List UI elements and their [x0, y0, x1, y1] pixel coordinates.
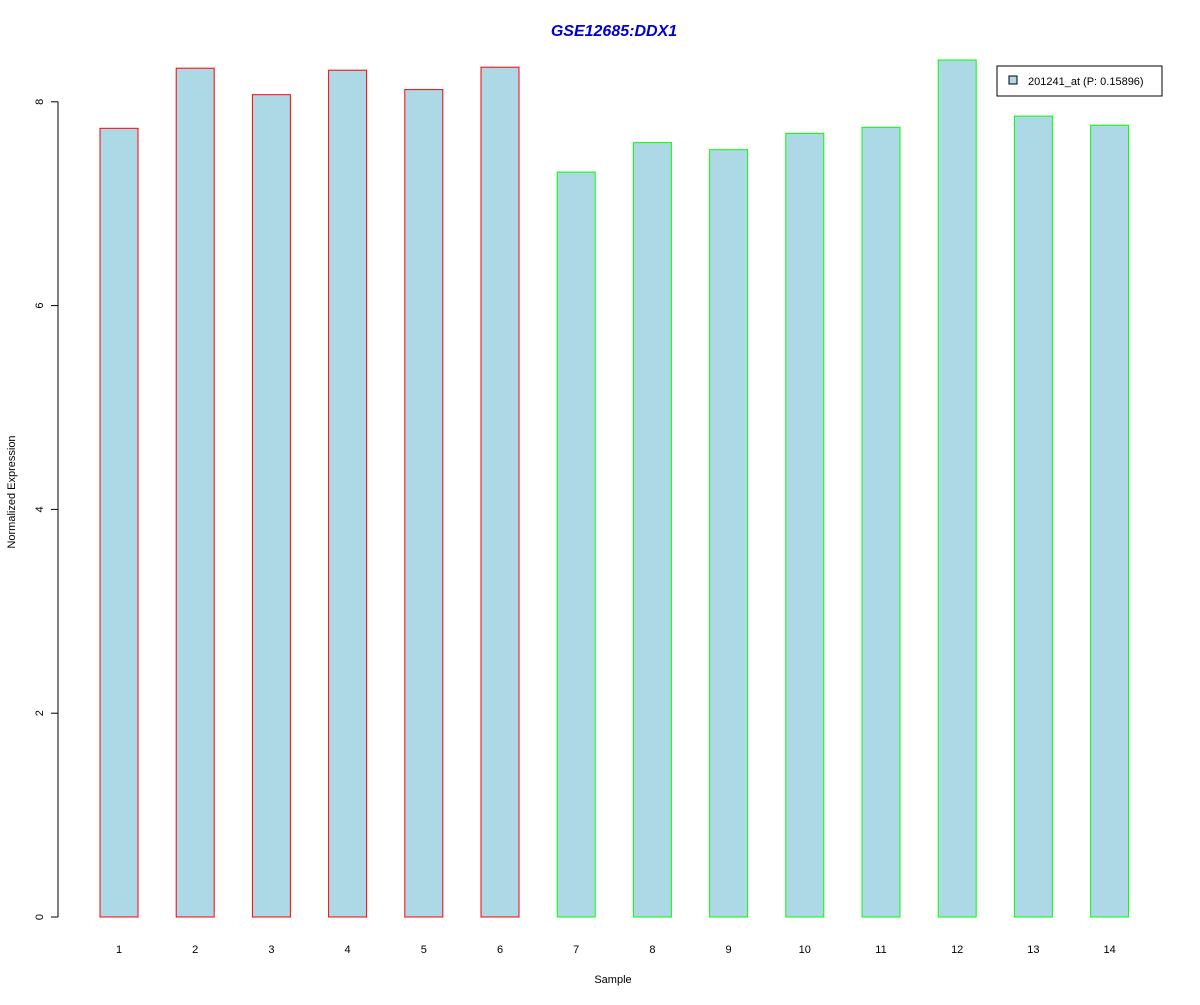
- legend-swatch: [1008, 75, 1018, 85]
- legend-box: [996, 65, 1163, 97]
- y-axis-label: Normalized Expression: [6, 435, 18, 548]
- x-tick-label: 7: [573, 944, 579, 956]
- x-tick-label: 10: [799, 944, 811, 956]
- x-tick-labels: 1 2 3 4 5 6 7 8 9 10 11 12 13 14: [116, 944, 1116, 956]
- x-tick-label: 2: [192, 944, 198, 956]
- x-tick-label: 1: [116, 944, 122, 956]
- x-tick-label: 14: [1103, 944, 1115, 956]
- bar-sample-3: [251, 94, 291, 918]
- x-tick-label: 9: [726, 944, 732, 956]
- x-tick-label: 13: [1027, 944, 1039, 956]
- x-tick-label: 3: [268, 944, 274, 956]
- bar-sample-13: [1013, 115, 1053, 918]
- x-axis-label: Sample: [594, 974, 631, 986]
- bar-sample-11: [861, 126, 901, 918]
- y-tick-label: 0: [34, 914, 46, 920]
- bar-sample-9: [709, 149, 749, 918]
- bar-sample-5: [404, 89, 444, 918]
- chart-title: GSE12685:DDX1: [551, 23, 677, 40]
- bar-sample-1: [99, 127, 139, 918]
- x-tick-label: 6: [497, 944, 503, 956]
- x-tick-label: 11: [875, 944, 886, 956]
- x-tick-label: 12: [951, 944, 963, 956]
- bar-sample-8: [632, 142, 672, 918]
- x-tick-label: 5: [421, 944, 427, 956]
- y-tick-label: 6: [34, 303, 46, 309]
- y-tick-label: 4: [34, 506, 46, 512]
- bar-sample-6: [480, 66, 520, 918]
- legend-label: 201241_at (P: 0.15896): [1028, 76, 1144, 88]
- bar-sample-7: [556, 171, 596, 918]
- bar-sample-10: [785, 132, 825, 918]
- bar-sample-14: [1090, 124, 1130, 918]
- y-tick-label: 2: [34, 710, 46, 716]
- y-axis: 0 2 4 6 8: [34, 99, 59, 920]
- bar-sample-12: [937, 59, 977, 918]
- legend: 201241_at (P: 0.15896): [996, 65, 1163, 97]
- bar-sample-4: [328, 69, 368, 918]
- bar-sample-2: [175, 67, 215, 918]
- x-tick-label: 8: [649, 944, 655, 956]
- y-tick-label: 8: [34, 99, 46, 105]
- bars-group: [99, 59, 1130, 918]
- x-tick-label: 4: [345, 944, 351, 956]
